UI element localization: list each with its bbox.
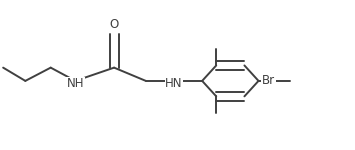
Text: Br: Br — [262, 74, 275, 87]
Text: HN: HN — [165, 77, 183, 90]
Text: O: O — [109, 18, 119, 31]
Text: NH: NH — [67, 77, 84, 90]
